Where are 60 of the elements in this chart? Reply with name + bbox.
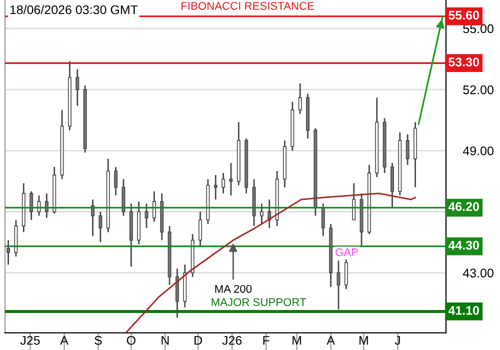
candlestick: [321, 202, 325, 237]
candlestick: [244, 138, 248, 194]
candlestick: [329, 223, 333, 288]
candlestick: [390, 162, 394, 208]
ref-line-label: 46.20: [448, 202, 479, 212]
x-tick-label: M: [292, 336, 301, 345]
annotation: MA 200: [215, 284, 252, 293]
candlestick: [175, 268, 179, 318]
ref-line-label: 44.30: [448, 240, 479, 250]
candlestick: [106, 158, 110, 233]
candlestick: [398, 132, 402, 196]
x-tick-label: J: [394, 336, 400, 345]
candlestick: [190, 233, 194, 278]
annotation: MAJOR SUPPORT: [212, 298, 306, 306]
candlestick: [236, 121, 240, 186]
candlestick: [222, 172, 226, 194]
x-tick-label: A: [326, 336, 335, 345]
x-tick-label: S: [94, 336, 102, 345]
candlestick: [306, 92, 310, 140]
y-tick-label: 43.00: [462, 268, 494, 278]
candlestick: [298, 82, 302, 115]
x-tick-label: J25: [20, 336, 40, 345]
candlestick: [198, 211, 202, 248]
x-tick-label: O: [126, 336, 136, 345]
x-tick-label: A: [60, 336, 68, 345]
candlestick: [183, 264, 187, 308]
candlestick: [290, 101, 294, 152]
candlestick: [367, 164, 371, 235]
ref-line-label: 53.30: [448, 58, 479, 66]
annotation: FIBONACCI RESISTANCE: [182, 2, 314, 10]
x-tick-label: J26: [222, 336, 242, 345]
annotation: GAP: [336, 248, 358, 256]
candlestick: [152, 190, 156, 223]
candlestick: [406, 134, 410, 166]
x-tick-label: N: [162, 336, 169, 345]
y-tick-label: 52.00: [463, 85, 494, 94]
candlestick: [6, 240, 10, 266]
candlestick: [414, 121, 418, 188]
ref-line-label: 41.10: [448, 306, 479, 315]
candlestick: [52, 166, 56, 214]
candlestick: [160, 192, 164, 241]
candlestick: [76, 68, 80, 107]
x-tick-label: F: [263, 336, 270, 345]
candlestick: [275, 170, 279, 227]
candlestick: [68, 60, 72, 131]
candlestick: [83, 84, 87, 154]
candlestick: [22, 182, 26, 233]
candlestick: [375, 97, 379, 178]
x-tick-label: M: [360, 336, 368, 345]
line-series: [126, 192, 416, 333]
candlestick: [30, 190, 34, 221]
candlestick: [382, 117, 386, 174]
ref-line-label: 55.60: [448, 10, 479, 20]
candlestick: [114, 166, 118, 196]
y-tick-label: 49.00: [462, 146, 494, 156]
candlestick: [283, 140, 286, 188]
candlestick: [137, 200, 141, 245]
candlestick: [98, 211, 102, 243]
annotation: 18/06/2026 03:30 GMT: [10, 4, 138, 14]
x-tick-label: D: [194, 336, 202, 345]
